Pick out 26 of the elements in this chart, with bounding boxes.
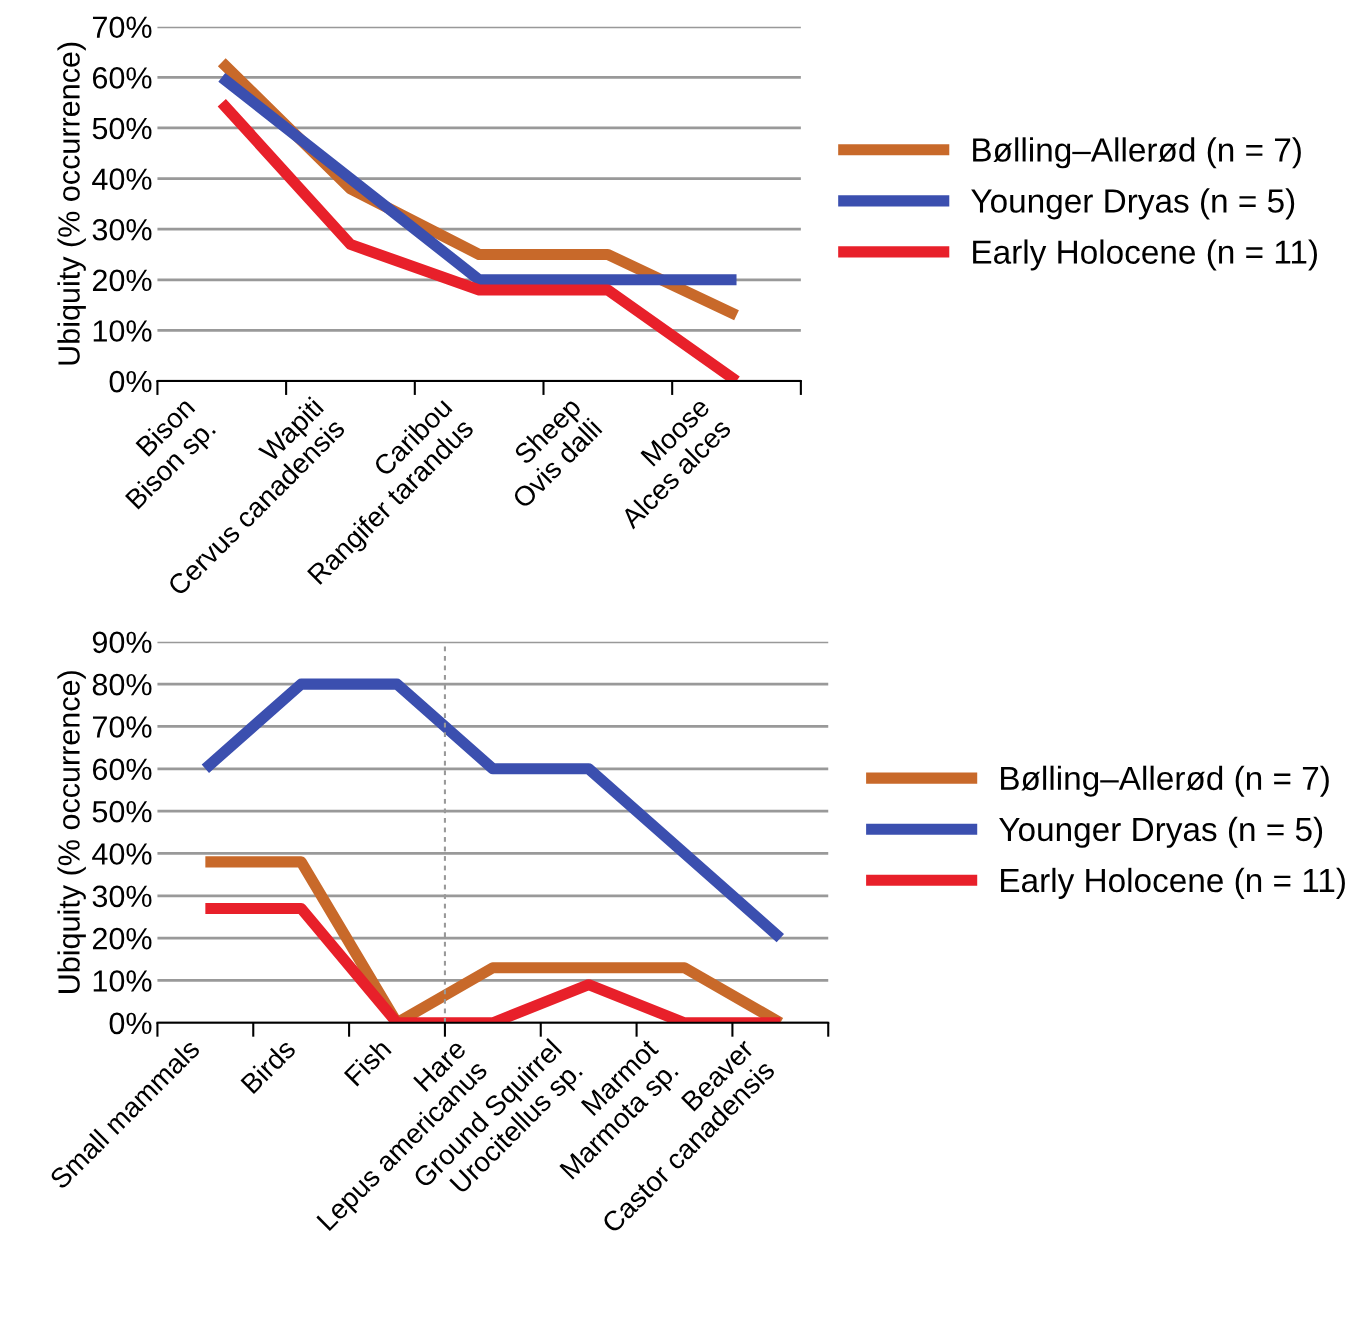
y-tick-label: 30% [92, 885, 152, 908]
y-tick-label: 60% [92, 67, 152, 89]
legend-label: Early Holocene (n = 11) [973, 239, 1317, 271]
y-axis-title: Ubiquity (% occurrence) [57, 671, 86, 993]
y-tick-label: 50% [92, 117, 152, 140]
y-tick-label: 80% [92, 673, 152, 696]
y-tick-label: 20% [92, 269, 152, 292]
legend-label: Younger Dryas (n = 5) [971, 188, 1295, 220]
y-tick-label: 70% [92, 716, 152, 738]
y-axis-title: Ubiquity (% occurrence) [57, 42, 86, 365]
legend-label: Bølling–Allerød (n = 7) [1001, 765, 1329, 797]
y-tick-label: 0% [109, 1012, 152, 1035]
y-tick-label: 60% [92, 758, 152, 781]
y-tick-label: 90% [92, 631, 152, 654]
y-tick-label: 20% [92, 927, 152, 950]
legend-label: Early Holocene (n = 11) [1001, 867, 1345, 899]
legend-label: Bølling–Allerød (n = 7) [973, 137, 1301, 169]
y-tick-label: 30% [92, 218, 152, 241]
y-tick-label: 0% [109, 370, 152, 393]
y-tick-label: 10% [93, 970, 152, 992]
y-tick-label: 40% [92, 168, 152, 190]
y-tick-label: 40% [92, 843, 152, 865]
y-tick-label: 50% [92, 800, 152, 823]
legend-label: Younger Dryas (n = 5) [999, 816, 1323, 848]
y-tick-label: 10% [93, 320, 152, 342]
y-tick-label: 70% [92, 16, 152, 39]
